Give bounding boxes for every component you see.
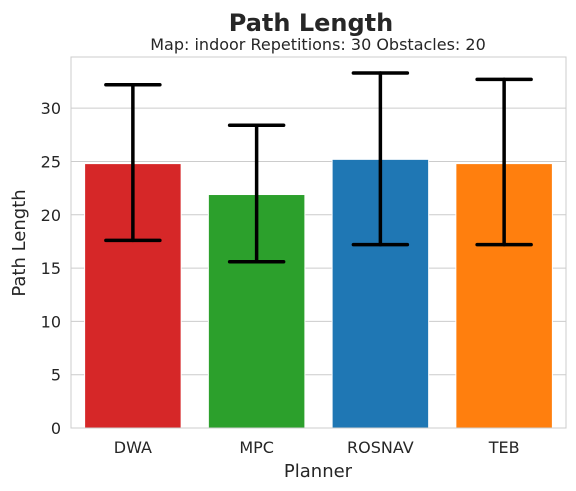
y-tick-label-5: 25 <box>41 152 61 171</box>
x-axis-label: Planner <box>284 461 353 482</box>
y-axis-label: Path Length <box>9 189 30 296</box>
chart-title: Path Length <box>229 9 393 37</box>
error-bars <box>104 71 533 264</box>
y-tick-label-4: 20 <box>41 206 61 225</box>
x-tick-label-dwa: DWA <box>114 438 152 457</box>
y-tick-label-1: 5 <box>51 366 61 385</box>
x-tick-labels: DWA MPC ROSNAV TEB <box>114 438 520 457</box>
error-bar-dwa <box>104 82 162 243</box>
error-bar-mpc <box>227 123 286 264</box>
y-tick-label-0: 0 <box>51 419 61 438</box>
error-bar-teb <box>475 77 533 247</box>
x-tick-label-rosnav: ROSNAV <box>347 438 414 457</box>
y-tick-label-6: 30 <box>41 99 61 118</box>
y-tick-label-3: 15 <box>41 259 61 278</box>
plot-frame <box>70 56 567 429</box>
x-tick-label-mpc: MPC <box>239 438 274 457</box>
y-tick-labels: 0 5 10 15 20 25 30 <box>41 99 61 438</box>
x-tick-label-teb: TEB <box>488 438 520 457</box>
chart-subtitle: Map: indoor Repetitions: 30 Obstacles: 2… <box>150 35 486 54</box>
y-tick-label-2: 10 <box>41 312 61 331</box>
error-bar-rosnav <box>351 71 410 247</box>
bars <box>84 158 553 429</box>
